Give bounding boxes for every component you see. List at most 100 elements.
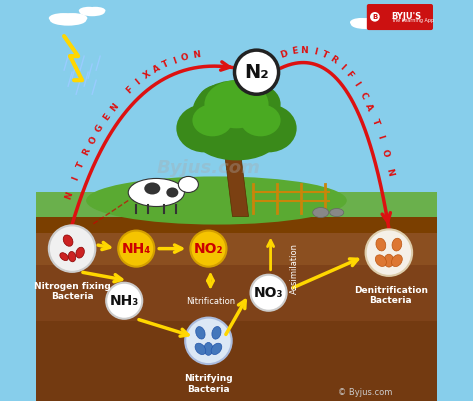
Circle shape <box>191 231 227 267</box>
Text: I: I <box>375 134 385 140</box>
Text: N: N <box>108 101 120 113</box>
Text: NO₃: NO₃ <box>254 286 283 300</box>
Polygon shape <box>36 0 437 192</box>
Ellipse shape <box>50 14 87 26</box>
Ellipse shape <box>313 208 329 217</box>
Ellipse shape <box>76 247 84 258</box>
Ellipse shape <box>60 253 68 261</box>
Ellipse shape <box>85 7 105 14</box>
Text: Denitrification
Bacteria: Denitrification Bacteria <box>354 286 428 305</box>
Text: I: I <box>312 47 318 57</box>
Text: T: T <box>320 50 329 61</box>
Text: N: N <box>192 51 201 61</box>
Text: O: O <box>180 53 190 63</box>
Circle shape <box>235 50 279 94</box>
Circle shape <box>49 225 96 272</box>
Text: X: X <box>142 69 153 81</box>
Ellipse shape <box>86 176 347 225</box>
Ellipse shape <box>196 84 245 124</box>
Circle shape <box>366 229 412 276</box>
Ellipse shape <box>204 342 213 355</box>
Text: A: A <box>363 102 375 113</box>
Ellipse shape <box>49 13 78 23</box>
Text: BYJU'S: BYJU'S <box>391 12 421 20</box>
Text: NH₄: NH₄ <box>122 242 151 255</box>
Polygon shape <box>36 192 437 217</box>
Text: I: I <box>70 176 80 182</box>
Text: T: T <box>161 59 170 70</box>
Ellipse shape <box>357 18 380 27</box>
Ellipse shape <box>330 209 344 217</box>
Text: B: B <box>372 14 377 20</box>
Circle shape <box>251 275 287 311</box>
Text: NH₃: NH₃ <box>110 294 139 308</box>
Ellipse shape <box>63 235 73 246</box>
Polygon shape <box>36 233 437 401</box>
Text: Nitrification: Nitrification <box>186 297 235 306</box>
Text: © Byjus.com: © Byjus.com <box>338 389 392 397</box>
Text: Nitrogen fixing
Bacteria: Nitrogen fixing Bacteria <box>34 282 111 301</box>
Ellipse shape <box>204 80 269 128</box>
Ellipse shape <box>240 104 297 152</box>
Text: Nitrifying
Bacteria: Nitrifying Bacteria <box>184 374 233 393</box>
Circle shape <box>185 318 232 364</box>
Text: T: T <box>369 117 380 126</box>
Ellipse shape <box>233 84 280 124</box>
Ellipse shape <box>212 326 221 339</box>
Text: G: G <box>94 123 105 134</box>
Text: N: N <box>385 167 395 176</box>
Ellipse shape <box>144 182 160 194</box>
Ellipse shape <box>79 8 105 16</box>
Ellipse shape <box>392 255 403 267</box>
Text: R: R <box>328 54 338 65</box>
Polygon shape <box>36 321 437 401</box>
Text: R: R <box>81 147 92 157</box>
Text: D: D <box>279 49 289 59</box>
Polygon shape <box>36 217 437 401</box>
Ellipse shape <box>390 12 412 20</box>
Ellipse shape <box>193 80 280 144</box>
Polygon shape <box>36 265 437 401</box>
Ellipse shape <box>350 18 372 27</box>
Text: A: A <box>151 64 161 75</box>
Ellipse shape <box>395 11 413 18</box>
Text: E: E <box>291 47 298 56</box>
Ellipse shape <box>211 343 222 354</box>
Text: Assimilation: Assimilation <box>290 243 299 294</box>
Text: T: T <box>75 160 86 170</box>
Ellipse shape <box>58 13 88 23</box>
Ellipse shape <box>384 254 394 267</box>
Circle shape <box>106 283 142 319</box>
Ellipse shape <box>351 19 379 29</box>
Text: O: O <box>87 134 99 146</box>
Text: N: N <box>63 190 74 200</box>
Text: NO₂: NO₂ <box>193 242 223 255</box>
Text: I: I <box>172 56 178 65</box>
Text: I: I <box>351 80 361 88</box>
Ellipse shape <box>166 188 178 197</box>
Text: The Learning App: The Learning App <box>391 18 434 23</box>
Ellipse shape <box>79 7 99 14</box>
Ellipse shape <box>376 255 386 266</box>
Circle shape <box>118 231 154 267</box>
Text: F: F <box>344 69 355 80</box>
Text: I: I <box>134 78 142 87</box>
Text: C: C <box>358 91 368 101</box>
Ellipse shape <box>128 178 184 207</box>
Ellipse shape <box>193 104 233 136</box>
Ellipse shape <box>240 104 280 136</box>
Text: E: E <box>102 112 113 122</box>
Ellipse shape <box>392 238 402 251</box>
Ellipse shape <box>176 104 233 152</box>
Ellipse shape <box>196 327 205 339</box>
Ellipse shape <box>69 251 76 262</box>
Ellipse shape <box>178 176 198 192</box>
Text: F: F <box>124 85 135 95</box>
Text: I: I <box>338 63 346 71</box>
Text: N₂: N₂ <box>244 63 269 82</box>
FancyBboxPatch shape <box>367 4 433 30</box>
Text: N: N <box>300 46 308 55</box>
Polygon shape <box>225 152 248 217</box>
Ellipse shape <box>196 120 277 160</box>
Text: O: O <box>380 148 390 158</box>
